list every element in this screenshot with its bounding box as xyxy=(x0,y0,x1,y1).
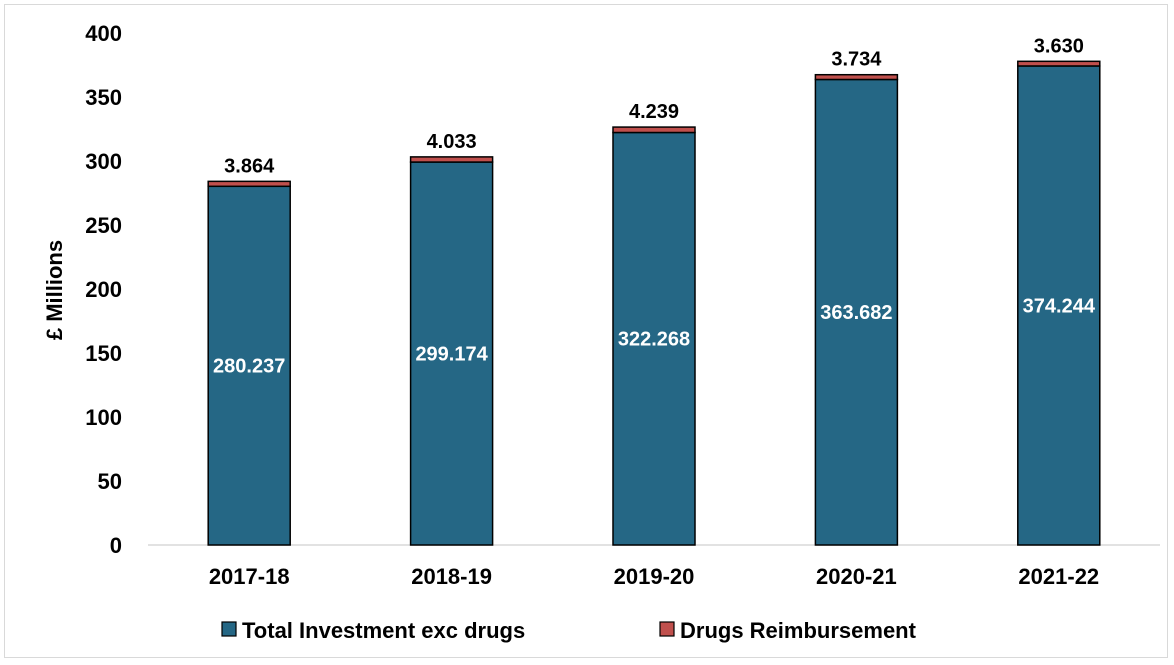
legend-label: Drugs Reimbursement xyxy=(680,618,917,643)
x-tick-label: 2017-18 xyxy=(209,564,290,589)
x-axis: 2017-18 2018-19 2019-20 2020-21 2021-22 xyxy=(148,544,1160,589)
y-tick-label: 300 xyxy=(85,149,122,174)
data-labels: 280.237 3.864 299.174 4.033 322.268 4.239 363.… xyxy=(213,35,1096,377)
y-tick-label: 50 xyxy=(98,469,122,494)
y-tick-label: 250 xyxy=(85,213,122,238)
y-tick-label: 0 xyxy=(110,533,122,558)
bar-total-investment xyxy=(814,78,899,546)
x-tick-label: 2020-21 xyxy=(816,564,897,589)
data-label-total-investment: 363.682 xyxy=(820,302,892,324)
data-label-drugs-reimbursement: 3.864 xyxy=(224,155,275,177)
bar-drugs-reimbursement xyxy=(409,156,494,163)
bar-drugs-reimbursement xyxy=(612,126,696,134)
data-label-total-investment: 374.244 xyxy=(1023,295,1096,317)
y-tick-label: 100 xyxy=(85,405,122,430)
chart-frame xyxy=(4,4,1168,658)
legend-swatch xyxy=(659,621,675,637)
y-axis-title: £ Millions xyxy=(42,240,67,340)
x-tick-label: 2021-22 xyxy=(1018,564,1099,589)
data-label-total-investment: 280.237 xyxy=(213,356,285,378)
bar-total-investment xyxy=(612,131,696,546)
y-axis: 0 50 100 150 200 250 300 350 400 xyxy=(85,21,122,558)
y-tick-label: 400 xyxy=(85,21,122,46)
bar-drugs-reimbursement xyxy=(1017,60,1101,67)
y-tick-label: 150 xyxy=(85,341,122,366)
data-label-drugs-reimbursement: 4.239 xyxy=(629,101,679,123)
data-label-drugs-reimbursement: 3.734 xyxy=(831,49,882,71)
bars xyxy=(207,60,1101,546)
y-tick-label: 350 xyxy=(85,85,122,110)
y-tick-label: 200 xyxy=(85,277,122,302)
bar-drugs-reimbursement xyxy=(207,180,291,188)
legend-swatch xyxy=(221,621,237,637)
x-tick-label: 2018-19 xyxy=(411,564,492,589)
x-tick-label: 2019-20 xyxy=(614,564,695,589)
data-label-total-investment: 299.174 xyxy=(415,344,488,366)
bar-total-investment xyxy=(1017,65,1101,546)
bar-drugs-reimbursement xyxy=(814,73,899,81)
data-label-drugs-reimbursement: 4.033 xyxy=(427,131,477,153)
data-label-drugs-reimbursement: 3.630 xyxy=(1034,35,1084,57)
bar-total-investment xyxy=(207,185,291,546)
data-label-total-investment: 322.268 xyxy=(618,329,690,351)
legend: Total Investment exc drugs Drugs Reimburs… xyxy=(221,618,917,643)
legend-label: Total Investment exc drugs xyxy=(242,618,525,643)
